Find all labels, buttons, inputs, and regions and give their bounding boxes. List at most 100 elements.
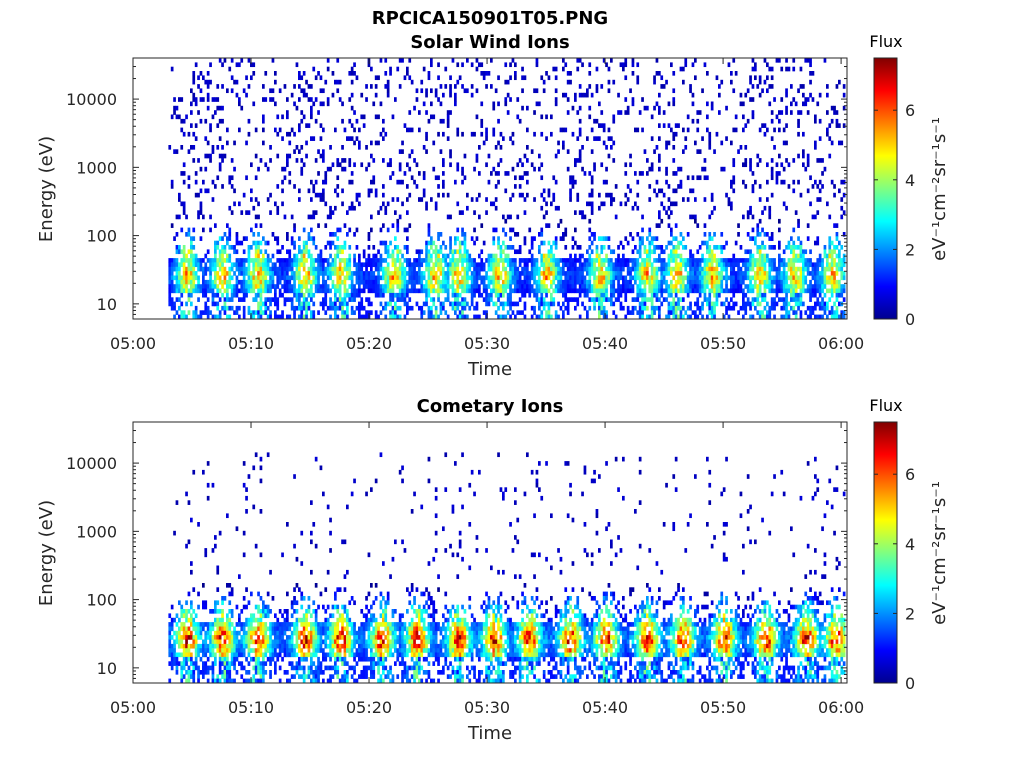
heatmap-cell (396, 258, 400, 263)
heatmap-cell (190, 258, 193, 263)
heatmap-cell (367, 301, 371, 307)
heatmap-cell (238, 266, 241, 272)
heatmap-cell (593, 166, 596, 172)
heatmap-cell (384, 271, 388, 276)
heatmap-cell (458, 249, 462, 255)
heatmap-cell (502, 279, 505, 285)
heatmap-cell (610, 201, 613, 207)
heatmap-cell (317, 253, 320, 259)
heatmap-cell (720, 245, 724, 250)
heatmap-cell (300, 118, 304, 124)
heatmap-cell (180, 652, 184, 658)
heatmap-cell (254, 127, 258, 133)
heatmap-cell (751, 262, 755, 268)
heatmap-cell (290, 297, 294, 302)
heatmap-cell (792, 305, 796, 311)
heatmap-cell (298, 275, 301, 281)
heatmap-cell (190, 145, 193, 150)
heatmap-cell (809, 314, 812, 320)
heatmap-cell (298, 258, 301, 263)
heatmap-cell (739, 258, 743, 263)
heatmap-cell (391, 292, 395, 298)
heatmap-cell (631, 288, 635, 294)
heatmap-cell (377, 258, 380, 263)
heatmap-cell (300, 166, 304, 172)
heatmap-cell (264, 266, 268, 272)
heatmap-cell (622, 288, 625, 294)
heatmap-cell (766, 162, 769, 168)
heatmap-cell (662, 288, 666, 294)
heatmap-cell (554, 271, 558, 276)
heatmap-cell (341, 314, 344, 320)
heatmap-cell (535, 314, 539, 320)
heatmap-cell (403, 227, 407, 233)
heatmap-cell (773, 258, 776, 263)
heatmap-cell (228, 297, 232, 302)
heatmap-cell (648, 258, 652, 263)
heatmap-cell (262, 288, 265, 294)
heatmap-cell (410, 149, 414, 154)
heatmap-cell (449, 284, 452, 289)
heatmap-cell (451, 258, 455, 263)
heatmap-cell (706, 249, 709, 255)
heatmap-cell (586, 258, 589, 263)
heatmap-cell (442, 275, 445, 281)
heatmap-cell (569, 266, 572, 272)
heatmap-cell (190, 249, 193, 255)
heatmap-cell (833, 184, 836, 189)
heatmap-cell (768, 66, 772, 72)
heatmap-cell (305, 140, 308, 146)
heatmap-cell (274, 271, 277, 276)
heatmap-cell (259, 292, 263, 298)
heatmap-cell (245, 75, 248, 81)
heatmap-cell (622, 279, 625, 285)
heatmap-cell (266, 197, 270, 202)
heatmap-cell (588, 201, 592, 207)
heatmap-cell (422, 258, 426, 263)
heatmap-cell (180, 288, 184, 294)
heatmap-cell (410, 79, 414, 85)
heatmap-cell (514, 275, 517, 281)
heatmap-cell (226, 253, 229, 259)
heatmap-cell (492, 275, 496, 281)
heatmap-cell (434, 245, 438, 250)
heatmap-cell (338, 266, 342, 272)
heatmap-cell (569, 279, 572, 285)
heatmap-cell (725, 240, 728, 246)
heatmap-cell (715, 131, 719, 137)
heatmap-cell (830, 253, 834, 259)
heatmap-cell (269, 88, 272, 94)
heatmap-cell (408, 275, 412, 281)
heatmap-cell (679, 288, 683, 294)
heatmap-cell (742, 301, 745, 307)
heatmap-cell (614, 314, 618, 320)
heatmap-cell (475, 158, 479, 163)
heatmap-cell (785, 314, 788, 320)
heatmap-cell (389, 253, 392, 259)
heatmap-cell (185, 643, 188, 649)
heatmap-cell (509, 288, 512, 294)
heatmap-cell (638, 236, 642, 241)
heatmap-cell (341, 297, 344, 302)
heatmap-cell (667, 266, 671, 272)
heatmap-cell (247, 266, 251, 272)
heatmap-cell (168, 301, 172, 307)
heatmap-cell (374, 75, 378, 81)
heatmap-cell (211, 266, 215, 272)
heatmap-cell (554, 101, 558, 107)
heatmap-cell (725, 192, 728, 198)
heatmap-cell (170, 305, 174, 311)
heatmap-cell (540, 131, 544, 137)
heatmap-cell (766, 258, 769, 263)
heatmap-cell (550, 262, 553, 268)
heatmap-cell (451, 266, 455, 272)
heatmap-cell (547, 249, 551, 255)
heatmap-cell (499, 271, 503, 276)
heatmap-cell (514, 62, 517, 68)
heatmap-cell (605, 275, 608, 281)
heatmap-cell (254, 223, 258, 228)
heatmap-cell (310, 288, 313, 294)
heatmap-cell (226, 279, 229, 285)
heatmap-cell (259, 223, 263, 228)
heatmap-cell (566, 271, 570, 276)
